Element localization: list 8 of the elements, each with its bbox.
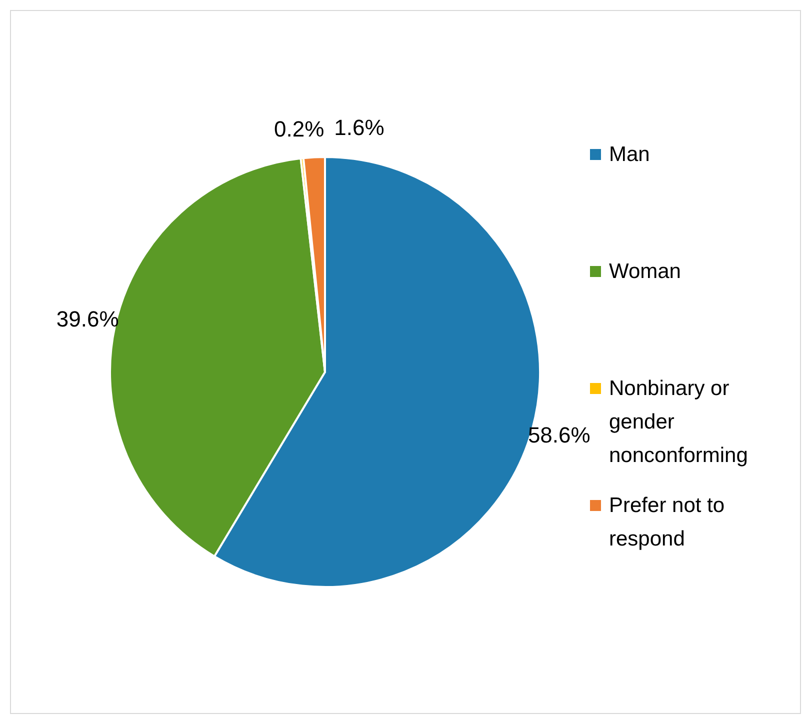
- data-label: 58.6%: [528, 422, 590, 448]
- legend-label: Nonbinary or gender nonconforming: [609, 376, 748, 467]
- data-label: 39.6%: [56, 306, 119, 332]
- legend-label: Woman: [609, 260, 681, 283]
- legend-label: Prefer not to respond: [609, 494, 725, 550]
- legend-label: Man: [609, 142, 650, 166]
- data-label: 0.2%: [274, 116, 324, 142]
- data-label: 1.6%: [334, 115, 384, 140]
